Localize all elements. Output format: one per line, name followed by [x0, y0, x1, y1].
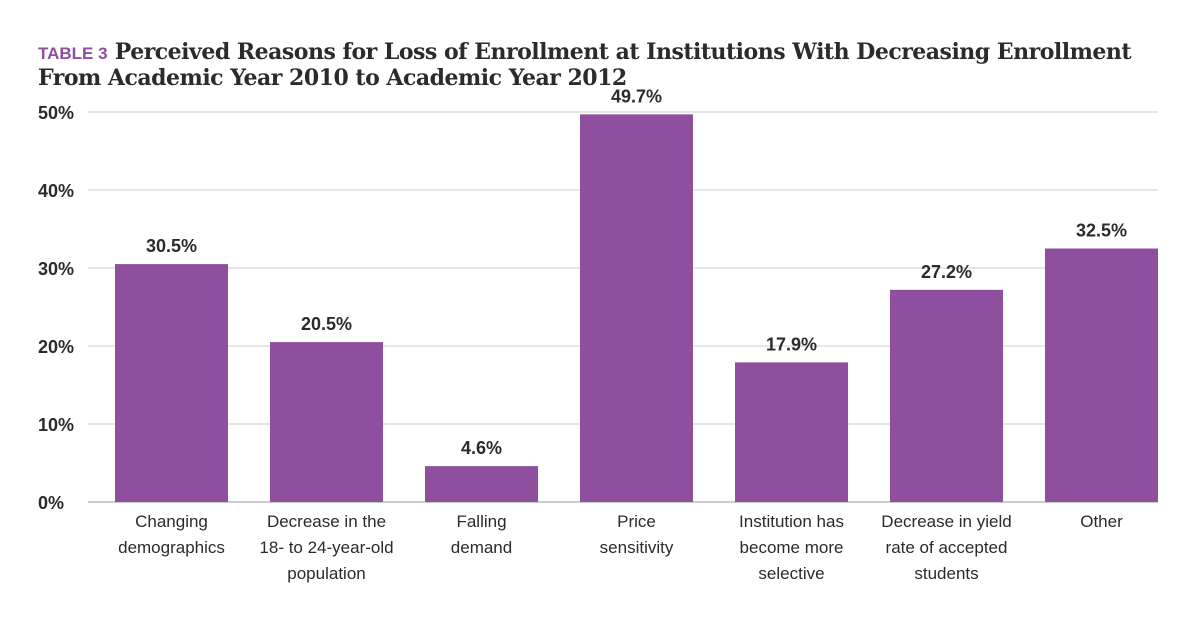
chart-title: TABLE 3 Perceived Reasons for Loss of En… [38, 40, 1168, 90]
bar [580, 114, 693, 502]
y-tick-label: 10% [38, 415, 74, 435]
x-tick-label: Falling demand [451, 512, 512, 557]
y-tick-label: 50% [38, 103, 74, 123]
bar [425, 466, 538, 502]
x-tick-label: Decrease in the 18- to 24-year-old populat… [259, 512, 393, 583]
data-label: 4.6% [461, 438, 502, 458]
x-tick-label: Other [1080, 512, 1123, 531]
x-tick-label: Decrease in yield rate of accepted student… [881, 512, 1011, 583]
bar [735, 362, 848, 502]
data-label: 17.9% [766, 334, 817, 354]
y-tick-label: 0% [38, 493, 64, 513]
data-label: 27.2% [921, 262, 972, 282]
data-label: 32.5% [1076, 221, 1127, 241]
table-tag: TABLE 3 [38, 44, 108, 63]
y-tick-label: 20% [38, 337, 74, 357]
bar [115, 264, 228, 502]
data-label: 49.7% [611, 86, 662, 106]
bar [890, 289, 1003, 502]
y-tick-label: 40% [38, 181, 74, 201]
y-tick-label: 30% [38, 259, 74, 279]
x-tick-label: Changing demographics [118, 512, 225, 557]
x-tick-label: Price sensitivity [600, 512, 674, 557]
bar [270, 342, 383, 502]
bar [1045, 248, 1158, 502]
data-label: 20.5% [301, 314, 352, 334]
x-tick-label: Institution has become more selective [739, 512, 844, 583]
data-label: 30.5% [146, 236, 197, 256]
chart-title-text: Perceived Reasons for Loss of Enrollment… [38, 39, 1132, 91]
